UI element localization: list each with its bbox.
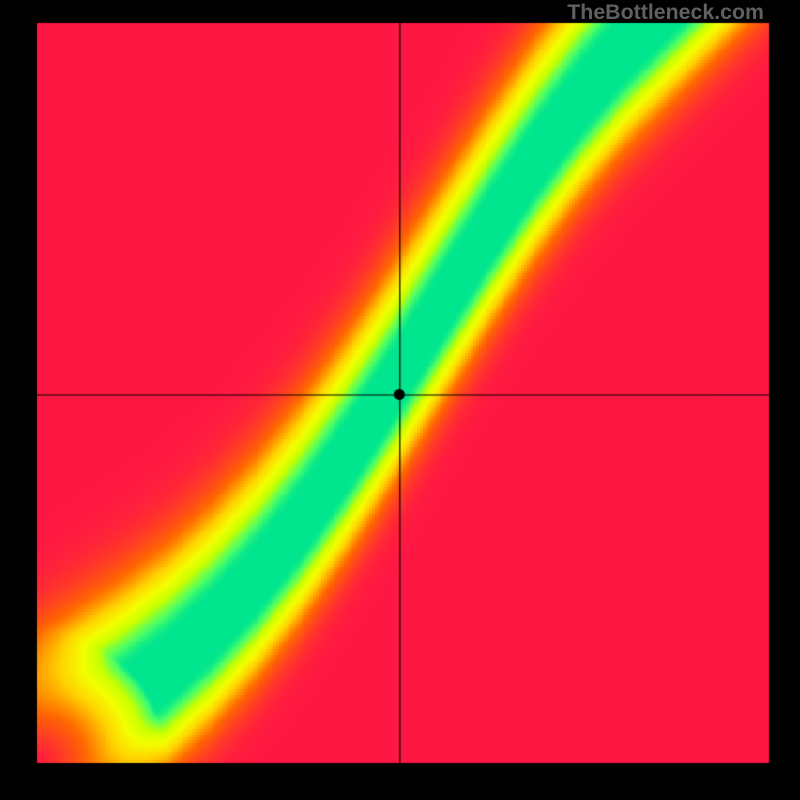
attribution-watermark: TheBottleneck.com: [567, 0, 764, 25]
figure-container: TheBottleneck.com: [0, 0, 800, 800]
bottleneck-heatmap: [0, 0, 800, 800]
